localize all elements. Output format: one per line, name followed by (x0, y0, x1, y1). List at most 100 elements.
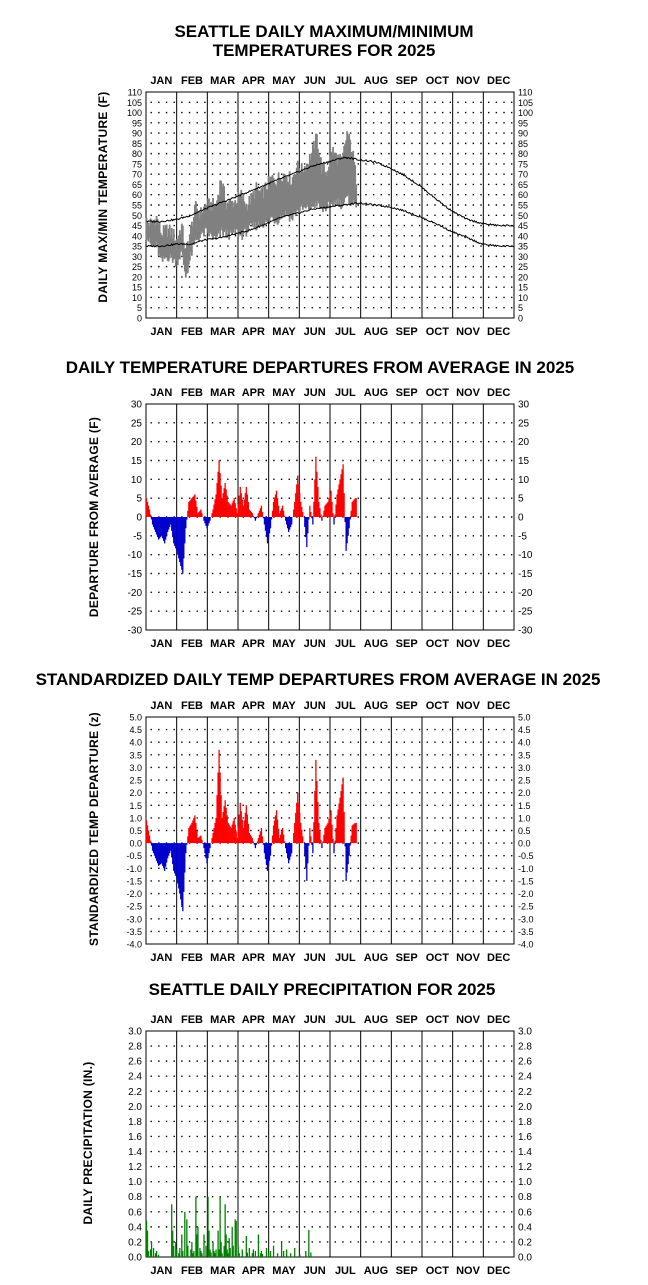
departure-y-tick-left: -10 (128, 550, 143, 561)
precip-y-tick-right: 1.4 (518, 1147, 532, 1158)
departure-month-label-bottom: AUG (364, 638, 388, 650)
standardized-month-label-top: AUG (364, 700, 388, 712)
precip-y-tick-right: 1.2 (518, 1162, 532, 1173)
temp-y-tick-left: 50 (132, 211, 142, 221)
temp-y-tick-right: 35 (518, 242, 528, 252)
departure-month-label-top: APR (242, 387, 265, 399)
precip-y-tick-right: 0.6 (518, 1207, 532, 1218)
standardized-month-label-top: MAY (272, 700, 296, 712)
precip-y-tick-left: 1.2 (128, 1162, 142, 1173)
precip-y-tick-left: 1.6 (128, 1132, 142, 1143)
temp-month-label-top: NOV (456, 75, 481, 87)
precip-chart-y-axis-label: DAILY PRECIPITATION (IN.) (81, 1061, 95, 1224)
standardized-month-label-top: JUL (335, 700, 356, 712)
temp-y-tick-left: 70 (132, 170, 142, 180)
temp-month-label-top: FEB (181, 75, 203, 87)
standardized-y-tick-left: -3.5 (126, 927, 142, 937)
precip-month-label-bottom: AUG (364, 1265, 388, 1277)
departure-chart: 30 30 25 25 20 20 15 15 10 10 5 5 0 0 -5 -5 -10 -10 -15 -15… (128, 387, 533, 650)
departure-month-label-top: NOV (456, 387, 481, 399)
precip-y-tick-right: 2.8 (518, 1042, 532, 1053)
temp-y-tick-left: 110 (128, 88, 142, 98)
precip-y-tick-right: 1.6 (518, 1132, 532, 1143)
departure-month-label-bottom: SEP (396, 638, 418, 650)
precip-y-tick-left: 2.2 (128, 1087, 142, 1098)
standardized-y-tick-right: -0.5 (518, 851, 534, 861)
standardized-y-tick-right: -1.5 (518, 876, 534, 886)
temp-y-tick-right: 95 (518, 118, 528, 128)
precip-y-tick-left: 2.4 (128, 1072, 142, 1083)
standardized-y-tick-left: 5.0 (129, 713, 142, 723)
precip-y-tick-left: 0.4 (128, 1222, 142, 1233)
departure-y-tick-right: 10 (518, 475, 530, 486)
temp-chart-title-line2: TEMPERATURES FOR 2025 (213, 41, 436, 60)
standardized-y-tick-right: 0.0 (518, 839, 531, 849)
precip-y-tick-right: 2.0 (518, 1102, 532, 1113)
temp-month-label-top: APR (242, 75, 265, 87)
precip-month-label-top: JUL (335, 1014, 356, 1026)
precip-month-label-bottom: SEP (396, 1265, 418, 1277)
temp-y-tick-left: 55 (132, 201, 142, 211)
temp-y-tick-left: 85 (132, 139, 142, 149)
temp-y-tick-left: 10 (132, 293, 142, 303)
precip-chart-title: SEATTLE DAILY PRECIPITATION FOR 2025 (149, 980, 496, 999)
precip-y-tick-right: 1.0 (518, 1177, 532, 1188)
temp-y-tick-left: 0 (137, 314, 142, 324)
departure-y-tick-left: 25 (131, 418, 143, 429)
temp-y-tick-left: 45 (132, 221, 142, 231)
standardized-y-tick-right: 2.5 (518, 776, 531, 786)
temp-y-tick-right: 85 (518, 139, 528, 149)
departure-month-label-bottom: JAN (150, 638, 172, 650)
departure-y-tick-left: 20 (131, 437, 143, 448)
departure-month-label-top: MAY (272, 387, 296, 399)
departure-y-tick-right: 30 (518, 400, 530, 411)
standardized-y-tick-right: 1.5 (518, 801, 531, 811)
standardized-month-label-top: JAN (150, 700, 172, 712)
precip-y-tick-right: 0.0 (518, 1253, 532, 1264)
standardized-y-tick-left: 3.5 (129, 750, 142, 760)
temp-month-label-bottom: JAN (150, 326, 172, 338)
standardized-month-label-bottom: MAR (210, 952, 235, 964)
temp-y-tick-right: 80 (518, 149, 528, 159)
temp-month-label-top: MAR (210, 75, 235, 87)
standardized-month-label-bottom: NOV (456, 952, 481, 964)
standardized-y-tick-right: -2.0 (518, 889, 534, 899)
departure-month-label-top: JUN (304, 387, 326, 399)
departure-month-label-top: OCT (426, 387, 450, 399)
temp-y-tick-right: 15 (518, 283, 528, 293)
temp-y-tick-right: 70 (518, 170, 528, 180)
temp-y-tick-right: 25 (518, 262, 528, 272)
temp-y-tick-right: 65 (518, 180, 528, 190)
precip-month-label-bottom: JAN (150, 1265, 172, 1277)
standardized-month-label-bottom: JUN (304, 952, 326, 964)
temp-month-label-bottom: NOV (456, 326, 481, 338)
precip-y-tick-left: 2.0 (128, 1102, 142, 1113)
departure-y-tick-right: -5 (518, 531, 527, 542)
temp-y-tick-left: 15 (132, 283, 142, 293)
standardized-y-tick-left: -1.0 (126, 864, 142, 874)
precip-month-label-top: OCT (426, 1014, 450, 1026)
standardized-month-label-top: NOV (456, 700, 481, 712)
temp-month-label-bottom: DEC (487, 326, 510, 338)
departure-y-tick-left: -25 (128, 607, 143, 618)
standardized-month-label-top: FEB (181, 700, 203, 712)
standardized-month-label-bottom: SEP (396, 952, 418, 964)
precip-month-label-top: MAR (210, 1014, 235, 1026)
standardized-y-tick-left: 2.0 (129, 788, 142, 798)
temp-month-label-top: MAY (272, 75, 296, 87)
standardized-y-tick-right: 5.0 (518, 713, 531, 723)
departure-y-tick-right: 15 (518, 456, 530, 467)
departure-chart-y-axis-label: DEPARTURE FROM AVERAGE (F) (87, 417, 101, 617)
precip-month-label-bottom: FEB (181, 1265, 203, 1277)
precip-month-label-top: NOV (456, 1014, 481, 1026)
temp-y-tick-right: 10 (518, 293, 528, 303)
precip-month-label-bottom: DEC (487, 1265, 510, 1277)
standardized-y-tick-left: 0.5 (129, 826, 142, 836)
standardized-y-tick-left: 4.0 (129, 738, 142, 748)
departure-y-tick-left: 30 (131, 400, 143, 411)
precip-month-label-top: APR (242, 1014, 265, 1026)
precip-month-label-top: SEP (396, 1014, 418, 1026)
standardized-y-tick-right: 4.5 (518, 725, 531, 735)
departure-y-tick-right: -25 (518, 607, 533, 618)
